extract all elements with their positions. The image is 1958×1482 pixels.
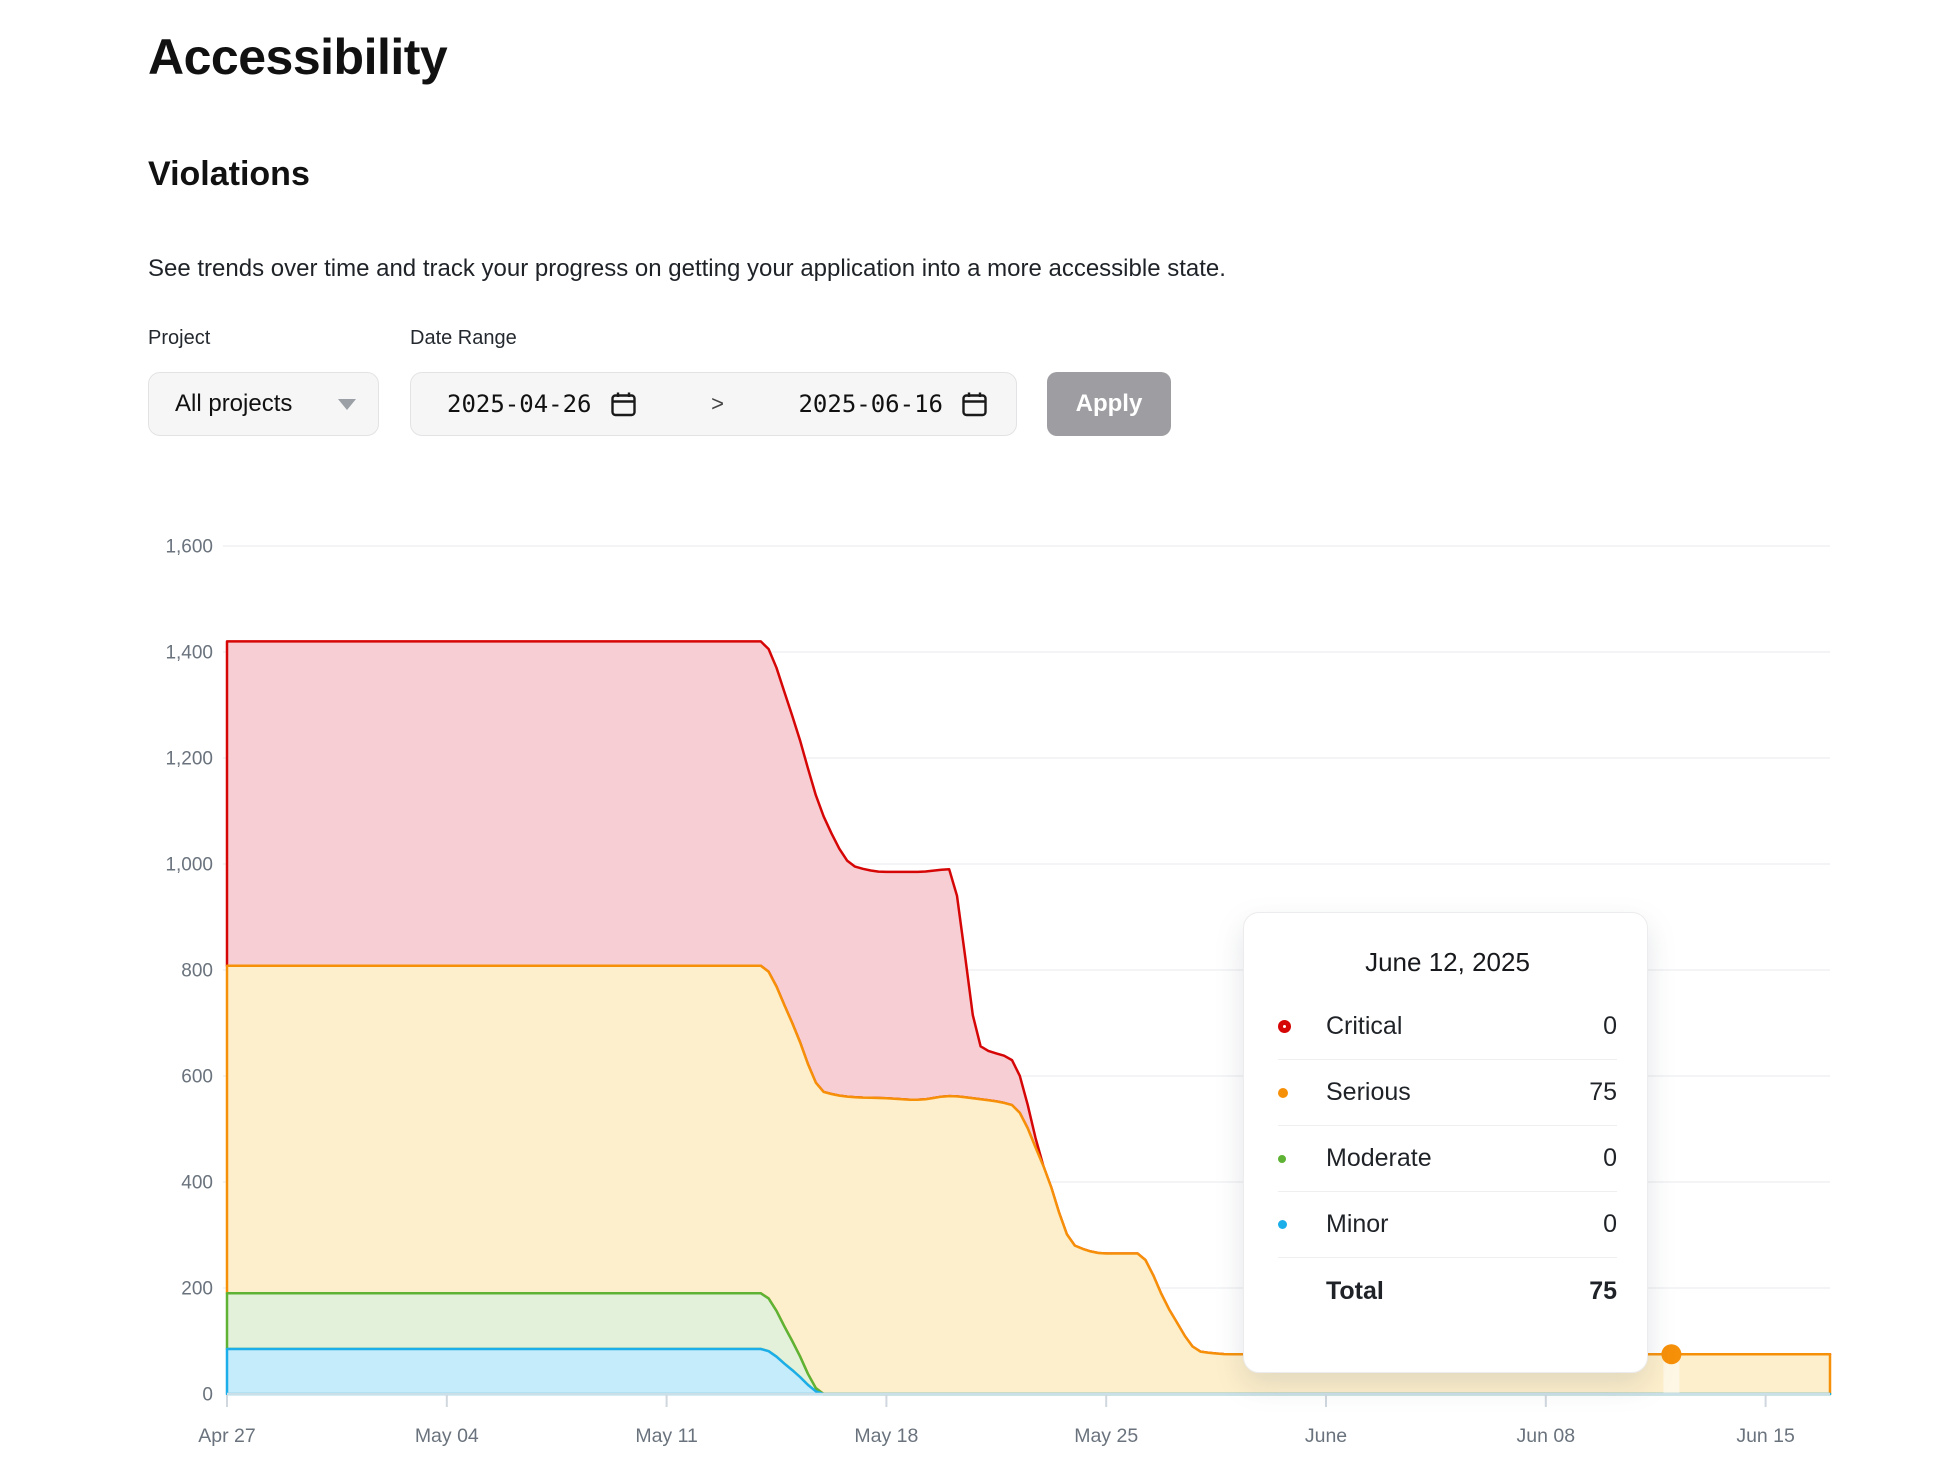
minor-marker-icon [1278, 1220, 1287, 1229]
date-start-input[interactable]: 2025-04-26 [447, 390, 637, 418]
tooltip-total-value: 75 [1589, 1276, 1617, 1305]
date-end-input[interactable]: 2025-06-16 [798, 390, 988, 418]
project-select[interactable]: All projects [148, 372, 379, 436]
x-axis-label: May 04 [415, 1425, 479, 1447]
x-axis-label: Apr 27 [198, 1425, 255, 1447]
tooltip-row-value: 0 [1603, 1144, 1617, 1172]
tooltip-row-critical: Critical 0 [1278, 994, 1617, 1060]
serious-marker-icon [1278, 1087, 1288, 1098]
tooltip-row-minor: Minor 0 [1278, 1192, 1617, 1258]
tooltip-row-moderate: Moderate 0 [1278, 1126, 1617, 1192]
x-axis-label: Jun 08 [1517, 1425, 1576, 1447]
x-axis-label: Jun 15 [1736, 1425, 1795, 1447]
hover-highlight [1663, 1356, 1680, 1394]
tooltip-row-label: Serious [1326, 1078, 1411, 1106]
page-description: See trends over time and track your prog… [148, 255, 1226, 282]
y-axis-label: 1,600 [165, 537, 213, 558]
y-axis-label: 1,400 [165, 643, 213, 664]
y-axis-label: 800 [181, 961, 213, 982]
tooltip-row-value: 75 [1589, 1078, 1617, 1106]
tooltip-row-label: Critical [1326, 1012, 1403, 1040]
tooltip-row-value: 0 [1603, 1210, 1617, 1238]
x-axis-label: May 11 [635, 1425, 698, 1447]
critical-marker-icon [1278, 1020, 1291, 1033]
tooltip-row-value: 0 [1603, 1012, 1617, 1040]
tooltip-row-serious: Serious 75 [1278, 1060, 1617, 1126]
tooltip-row-label: Moderate [1326, 1144, 1432, 1172]
project-select-value: All projects [175, 390, 293, 417]
y-axis-label: 400 [181, 1173, 213, 1194]
calendar-icon[interactable] [610, 391, 637, 418]
date-end-value: 2025-06-16 [798, 390, 943, 418]
hover-point-marker[interactable] [1661, 1344, 1682, 1365]
y-axis-label: 200 [181, 1279, 213, 1300]
section-title: Violations [148, 155, 310, 193]
y-axis-label: 0 [202, 1385, 213, 1406]
y-axis-label: 1,000 [165, 855, 213, 876]
tooltip-total-label: Total [1326, 1276, 1384, 1305]
chart-tooltip: June 12, 2025 Critical 0 Serious 75 Mode… [1243, 912, 1648, 1373]
x-axis-label: May 25 [1074, 1425, 1138, 1447]
moderate-marker-icon [1278, 1154, 1286, 1163]
violations-chart[interactable]: 0 200 400 600 800 1,000 1,200 1,400 1,600 Apr 27 M… [0, 420, 1958, 1482]
date-range-label: Date Range [410, 327, 517, 349]
x-axis-label: May 18 [854, 1425, 918, 1447]
tooltip-date: June 12, 2025 [1365, 947, 1530, 977]
date-start-value: 2025-04-26 [447, 390, 592, 418]
project-label: Project [148, 327, 211, 349]
calendar-icon[interactable] [961, 391, 988, 418]
tooltip-row-label: Minor [1326, 1210, 1389, 1238]
y-axis-label: 600 [181, 1067, 213, 1088]
range-arrow-icon: > [711, 391, 724, 416]
chevron-down-icon [338, 398, 356, 410]
apply-button[interactable]: Apply [1047, 372, 1171, 436]
date-range-picker[interactable]: 2025-04-26 > 2025-06-16 [410, 372, 1017, 436]
tooltip-row-total: Total 75 [1278, 1258, 1617, 1324]
page-title: Accessibility [148, 29, 448, 85]
y-axis-label: 1,200 [165, 749, 213, 770]
x-axis-label: June [1305, 1425, 1347, 1447]
